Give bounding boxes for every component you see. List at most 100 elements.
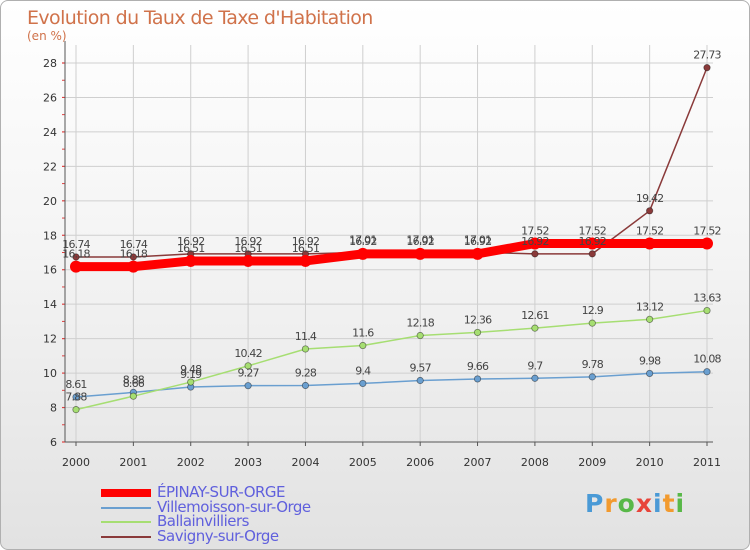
x-tick-label: 2000 [62, 456, 90, 469]
data-point [127, 260, 140, 273]
data-label: 13.12 [636, 300, 664, 313]
logo-letter: t [662, 489, 676, 518]
data-label: 11.6 [352, 327, 374, 340]
data-point [588, 373, 596, 381]
y-tick-label: 28 [43, 57, 57, 70]
data-point [301, 381, 310, 390]
data-label: 9.57 [410, 361, 432, 374]
data-label: 16.51 [177, 242, 205, 255]
data-point [471, 247, 484, 260]
data-label: 9.28 [295, 366, 317, 379]
x-tick-label: 2007 [464, 456, 492, 469]
data-label: 9.19 [180, 368, 202, 381]
x-tick-label: 2010 [636, 456, 664, 469]
y-tick-label: 26 [43, 91, 57, 104]
data-label: 16.92 [406, 235, 434, 248]
y-tick-label: 10 [43, 367, 57, 380]
data-point [301, 345, 310, 353]
legend-swatch [101, 489, 151, 498]
data-label: 16.51 [292, 242, 320, 255]
logo-letter: i [653, 489, 663, 518]
series-line [75, 370, 708, 398]
x-tick-label: 2003 [234, 456, 262, 469]
data-label: 17.52 [521, 225, 549, 238]
y-tick-label: 22 [43, 160, 57, 173]
data-point [72, 406, 80, 414]
data-label: 17.01 [464, 233, 492, 246]
x-tick-label: 2006 [406, 456, 434, 469]
data-label: 12.18 [406, 317, 434, 330]
data-label: 9.98 [639, 354, 661, 367]
data-label: 16.51 [234, 242, 262, 255]
x-tick-label: 2005 [349, 456, 377, 469]
data-point [184, 254, 197, 267]
data-point [531, 250, 539, 258]
chart-title: Evolution du Taux de Taxe d'Habitation [27, 7, 373, 29]
data-label: 9.48 [180, 363, 202, 376]
data-label: 16.18 [62, 248, 90, 261]
legend-label: Ballainvilliers [157, 512, 249, 530]
data-label: 16.92 [177, 235, 205, 248]
y-tick-label: 16 [43, 264, 57, 277]
data-label: 17.01 [406, 233, 434, 246]
data-point [701, 237, 713, 250]
x-tick-label: 2002 [177, 456, 205, 469]
data-point [646, 315, 654, 323]
data-label: 9.66 [467, 360, 489, 373]
data-point [70, 260, 82, 273]
data-label: 16.92 [349, 235, 377, 248]
data-label: 12.9 [582, 304, 604, 317]
x-tick-label: 2009 [578, 456, 606, 469]
data-point [129, 253, 137, 261]
series-line [75, 309, 708, 411]
x-tick-label: 2004 [291, 456, 319, 469]
legend-swatch [101, 535, 151, 538]
y-tick-label: 24 [43, 126, 57, 139]
x-tick-label: 2001 [119, 456, 147, 469]
data-point [646, 207, 654, 215]
data-point [244, 362, 252, 370]
data-label: 27.73 [693, 49, 721, 62]
data-point [359, 341, 367, 350]
data-label: 10.08 [693, 353, 721, 366]
data-label: 9.27 [237, 367, 259, 380]
y-tick-label: 12 [43, 333, 57, 346]
data-label: 10.42 [234, 347, 262, 360]
data-label: 12.61 [521, 309, 549, 322]
data-label: 7.88 [65, 391, 87, 404]
data-point [703, 64, 711, 72]
data-point [531, 324, 539, 332]
data-point [588, 319, 596, 327]
data-label: 17.52 [636, 225, 664, 238]
series-line [75, 66, 708, 258]
y-tick-label: 14 [43, 298, 57, 311]
data-label: 13.63 [693, 292, 721, 305]
data-point [473, 375, 482, 383]
data-point [528, 237, 541, 250]
legend-swatch [101, 521, 151, 524]
legend-swatch [101, 506, 151, 509]
data-label: 17.01 [349, 233, 377, 246]
data-label: 19.42 [636, 192, 664, 205]
data-point [703, 368, 711, 376]
data-label: 16.92 [234, 235, 262, 248]
legend-label: Villemoisson-sur-Orge [157, 497, 311, 516]
data-point [531, 374, 539, 382]
data-point [187, 378, 195, 386]
y-tick-label: 6 [50, 436, 57, 449]
logo-letter: i [675, 489, 686, 518]
series-line [71, 239, 712, 272]
data-point [359, 379, 367, 388]
logo-letter: r [604, 489, 618, 518]
data-point [416, 376, 424, 385]
data-label: 12.36 [464, 313, 492, 326]
data-point [356, 247, 369, 260]
data-label: 9.4 [355, 364, 371, 377]
data-point [242, 254, 255, 267]
data-point [299, 254, 312, 267]
logo-letter: o [617, 489, 636, 518]
data-label: 16.92 [464, 235, 492, 248]
grid [65, 45, 713, 443]
